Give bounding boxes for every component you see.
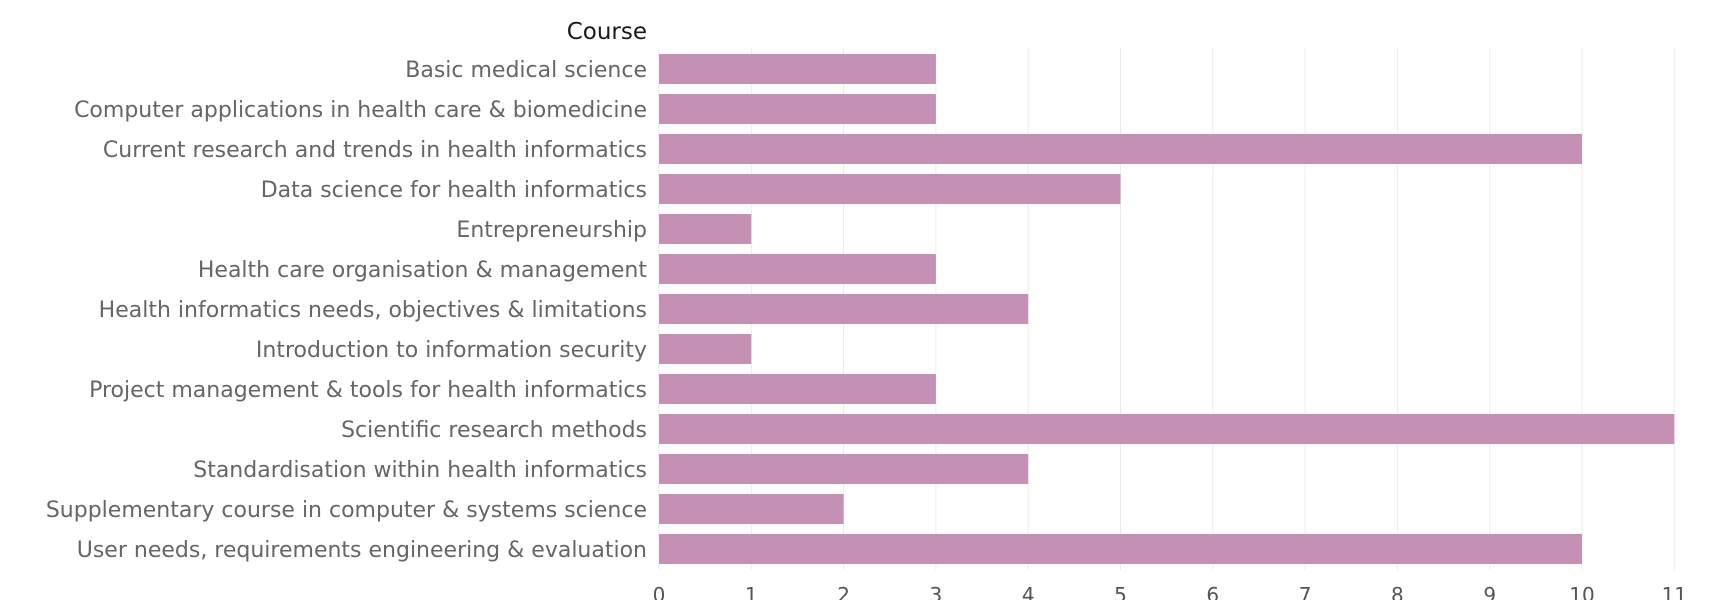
- category-label: Computer applications in health care & b…: [74, 98, 647, 123]
- x-tick-label: 0: [653, 583, 666, 600]
- x-tick-label: 2: [837, 583, 850, 600]
- x-tick-label: 3: [930, 583, 943, 600]
- bar: [659, 454, 1029, 484]
- bar: [659, 94, 936, 124]
- x-tick-label: 8: [1391, 583, 1404, 600]
- x-tick-label: 4: [1022, 583, 1035, 600]
- x-tick-label: 9: [1483, 583, 1496, 600]
- x-tick-label: 11: [1662, 583, 1687, 600]
- bar: [659, 54, 936, 84]
- category-label: Supplementary course in computer & syste…: [46, 498, 647, 523]
- row-header: Course: [567, 19, 647, 45]
- category-label: Data science for health informatics: [261, 178, 647, 203]
- bar: [659, 214, 752, 244]
- bars: [659, 54, 1675, 564]
- x-tick-label: 1: [745, 583, 758, 600]
- bar: [659, 134, 1582, 164]
- x-tick-label: 10: [1569, 583, 1594, 600]
- bar: [659, 334, 752, 364]
- category-label: Basic medical science: [405, 58, 647, 83]
- category-label: Health informatics needs, objectives & l…: [99, 298, 647, 323]
- category-label: Introduction to information security: [256, 338, 647, 363]
- category-label: Standardisation within health informatic…: [193, 458, 647, 483]
- category-label: Health care organisation & management: [198, 258, 647, 283]
- category-label: Current research and trends in health in…: [103, 138, 647, 163]
- bar: [659, 294, 1029, 324]
- bar: [659, 254, 936, 284]
- bar: [659, 414, 1675, 444]
- category-label: User needs, requirements engineering & e…: [77, 538, 647, 563]
- category-label: Entrepreneurship: [456, 218, 647, 243]
- bar: [659, 174, 1121, 204]
- category-label: Scientific research methods: [341, 418, 647, 443]
- x-tick-label: 5: [1114, 583, 1127, 600]
- category-label: Project management & tools for health in…: [89, 378, 647, 403]
- x-tick-label: 7: [1299, 583, 1312, 600]
- category-labels: Basic medical science Computer applicatio…: [46, 58, 648, 563]
- bar: [659, 374, 936, 404]
- bar: [659, 534, 1582, 564]
- x-axis-ticks: 0 1 2 3 4 5 6 7 8 9 10 11: [653, 583, 1687, 600]
- bar: [659, 494, 844, 524]
- x-tick-label: 6: [1206, 583, 1219, 600]
